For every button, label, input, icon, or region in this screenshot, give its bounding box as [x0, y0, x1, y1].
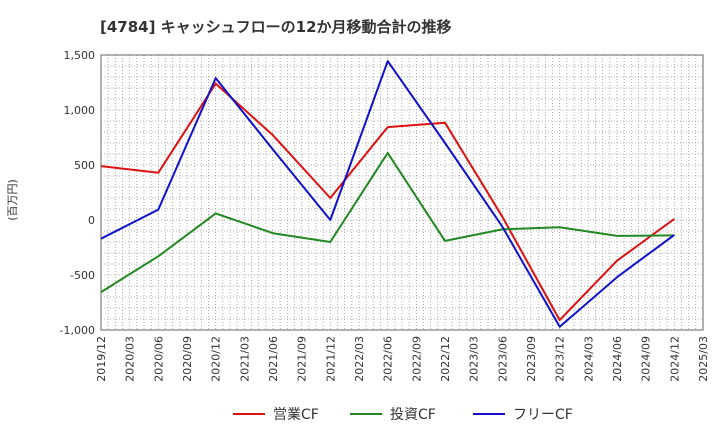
legend-label: 営業CF: [273, 407, 319, 423]
x-tick-label: 2021/06: [267, 336, 280, 382]
x-tick-label: 2021/09: [296, 336, 309, 382]
x-axis-ticks: 2019/12 2020/03 2020/06 2020/09 2020/12 2021/…: [95, 336, 710, 382]
x-tick-label: 2024/06: [611, 336, 624, 382]
x-tick-label: 2022/12: [439, 336, 452, 382]
x-tick-label: 2025/03: [697, 336, 710, 382]
x-tick-label: 2023/12: [554, 336, 567, 382]
series-line-2: [100, 60, 675, 328]
x-tick-label: 2020/12: [210, 336, 223, 382]
legend-label: フリーCF: [513, 407, 573, 423]
x-tick-label: 2020/09: [181, 336, 194, 382]
y-axis-label: (百万円): [6, 179, 19, 221]
y-tick-label: -500: [70, 269, 95, 282]
x-tick-label: 2020/03: [124, 336, 137, 382]
x-tick-label: 2024/09: [640, 336, 653, 382]
y-axis-ticks: -1,000 -500 0 500 1,000 1,500: [60, 49, 95, 337]
legend-label: 投資CF: [390, 407, 436, 423]
x-tick-label: 2023/09: [525, 336, 538, 382]
x-tick-label: 2023/06: [496, 336, 509, 382]
series-line-1: [100, 151, 675, 293]
y-tick-label: 500: [74, 159, 95, 172]
x-tick-label: 2022/09: [410, 336, 423, 382]
x-tick-label: 2022/06: [382, 336, 395, 382]
x-tick-label: 2023/03: [468, 336, 481, 382]
x-tick-label: 2024/12: [668, 336, 681, 382]
series-line-0: [100, 82, 675, 322]
grid: [100, 54, 704, 331]
series-lines: [100, 60, 675, 328]
x-tick-label: 2021/03: [238, 336, 251, 382]
y-tick-label: 1,000: [64, 104, 96, 117]
legend: 営業CF 投資CF フリーCF: [233, 407, 573, 423]
y-tick-label: 1,500: [64, 49, 96, 62]
plot-frame: [100, 54, 704, 331]
y-tick-label: 0: [88, 214, 95, 227]
x-tick-label: 2020/06: [152, 336, 165, 382]
y-tick-label: -1,000: [60, 324, 95, 337]
x-tick-label: 2024/03: [582, 336, 595, 382]
x-tick-label: 2021/12: [324, 336, 337, 382]
x-tick-label: 2019/12: [95, 336, 108, 382]
x-tick-label: 2022/03: [353, 336, 366, 382]
chart-title: [4784] キャッシュフローの12か月移動合計の推移: [100, 18, 452, 36]
